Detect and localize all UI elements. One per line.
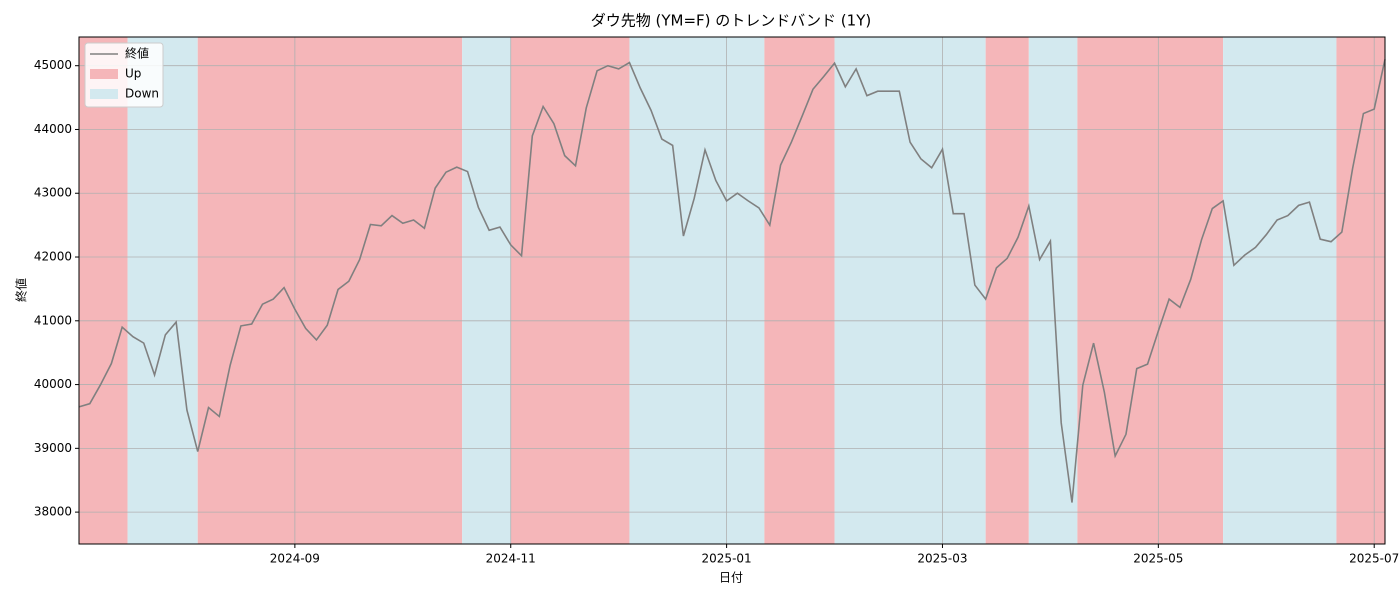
y-tick-label: 44000	[34, 122, 72, 136]
plot-frame	[78, 36, 1386, 545]
legend-label: Down	[125, 87, 159, 101]
trend-band	[834, 37, 986, 544]
trend-band	[1223, 37, 1337, 544]
bands	[79, 37, 1385, 544]
trend-band	[462, 37, 511, 544]
price-line	[78, 59, 1386, 503]
x-tick-label: 2025-05	[1133, 552, 1183, 566]
legend-label: 終値	[125, 46, 149, 61]
trend-band	[1336, 37, 1385, 544]
legend-swatch	[90, 89, 118, 99]
axes: 38000 39000 40000 41000 42000 43000 44000 45000…	[34, 58, 1399, 565]
x-tick-label: 2024-09	[270, 552, 320, 566]
trend-band	[127, 37, 198, 544]
x-tick-label: 2025-07	[1349, 552, 1399, 566]
y-tick-label: 42000	[34, 250, 72, 264]
y-tick-label: 38000	[34, 505, 72, 519]
y-tick-label: 45000	[34, 58, 72, 72]
trend-band	[197, 37, 463, 544]
x-tick-label: 2025-01	[702, 552, 752, 566]
chart-title: ダウ先物 (YM=F) のトレンドバンド (1Y)	[591, 12, 871, 30]
y-tick-label: 39000	[34, 441, 72, 455]
lines	[78, 59, 1386, 503]
trend-band	[1077, 37, 1224, 544]
legend-label: Up	[125, 67, 141, 81]
y-axis-label: 終値	[14, 278, 29, 302]
legend: 終値 Up Down	[84, 42, 164, 108]
trend-band	[79, 37, 128, 544]
grid	[79, 37, 1385, 544]
trend-band	[764, 37, 835, 544]
y-tick-label: 41000	[34, 313, 72, 327]
trend-band	[985, 37, 1029, 544]
x-tick-label: 2025-03	[917, 552, 967, 566]
legend-swatch	[90, 69, 118, 79]
trend-band	[629, 37, 765, 544]
trend-band	[510, 37, 630, 544]
y-tick-label: 43000	[34, 186, 72, 200]
x-axis-label: 日付	[719, 571, 743, 585]
y-tick-label: 40000	[34, 377, 72, 391]
x-tick-label: 2024-11	[486, 552, 536, 566]
